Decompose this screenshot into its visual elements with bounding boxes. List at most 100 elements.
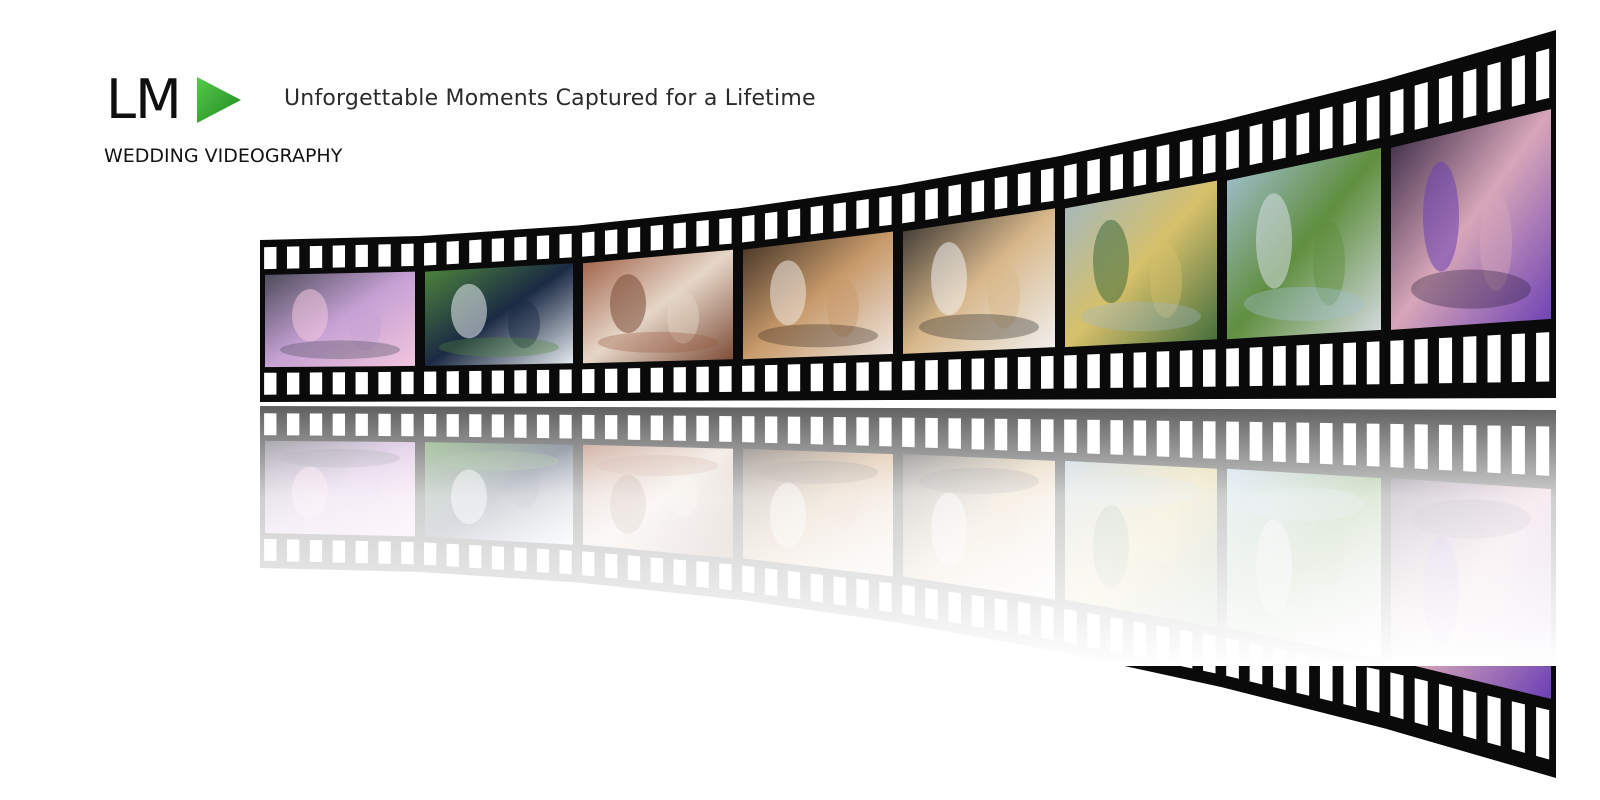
- sprocket-hole: [902, 192, 915, 224]
- sprocket-hole: [742, 365, 755, 392]
- sprocket-hole: [1390, 88, 1404, 136]
- sprocket-hole: [424, 242, 437, 266]
- sprocket-hole: [1087, 158, 1100, 195]
- sprocket-hole: [673, 367, 686, 393]
- sprocket-hole: [469, 370, 482, 394]
- sprocket-hole: [1536, 48, 1550, 101]
- sprocket-hole: [925, 359, 938, 391]
- sprocket-hole: [1017, 172, 1031, 207]
- sprocket-hole: [1414, 338, 1428, 384]
- sprocket-hole: [491, 238, 504, 262]
- frame-photo: [1227, 147, 1381, 340]
- sprocket-hole: [536, 235, 550, 260]
- sprocket-hole: [925, 188, 938, 220]
- sprocket-hole: [286, 372, 300, 395]
- sprocket-hole: [1390, 340, 1404, 385]
- filmstrip-frame: [260, 236, 420, 402]
- sprocket-hole: [1296, 344, 1310, 386]
- sprocket-hole: [1414, 82, 1428, 130]
- frame-photo: [1391, 109, 1551, 330]
- sprocket-hole: [994, 357, 1008, 390]
- sprocket-hole: [764, 364, 778, 392]
- sprocket-hole: [1414, 678, 1428, 726]
- sprocket-hole: [673, 222, 686, 249]
- sprocket-hole: [1319, 343, 1333, 386]
- sprocket-hole: [536, 369, 550, 394]
- sprocket-hole: [446, 241, 459, 265]
- tagline: Unforgettable Moments Captured for a Lif…: [284, 86, 816, 111]
- sprocket-hole: [1156, 351, 1170, 388]
- sprocket-hole: [1438, 75, 1453, 125]
- sprocket-hole: [1179, 139, 1193, 179]
- logo: LM: [106, 72, 243, 128]
- sprocket-hole: [696, 220, 709, 247]
- sprocket-hole: [650, 224, 664, 251]
- sprocket-hole: [1343, 342, 1357, 385]
- subtitle: WEDDING VIDEOGRAPHY: [104, 145, 343, 167]
- sprocket-hole: [1273, 117, 1286, 161]
- sprocket-hole: [1226, 348, 1239, 387]
- sprocket-hole: [1319, 106, 1333, 151]
- sprocket-hole: [604, 229, 618, 255]
- sprocket-hole: [810, 363, 824, 392]
- sprocket-hole: [833, 362, 846, 391]
- sprocket-hole: [1064, 355, 1077, 389]
- sprocket-hole: [559, 369, 572, 394]
- sprocket-hole: [1366, 95, 1380, 141]
- sprocket-hole: [1087, 354, 1100, 389]
- sprocket-hole: [1319, 657, 1333, 702]
- sprocket-hole: [514, 370, 527, 394]
- sprocket-hole: [1133, 352, 1147, 388]
- sprocket-hole: [264, 372, 277, 395]
- sprocket-hole: [650, 367, 664, 393]
- sprocket-hole: [559, 233, 572, 259]
- sprocket-hole: [1511, 701, 1525, 753]
- play-triangle-icon: [196, 77, 241, 123]
- sprocket-hole: [787, 364, 801, 392]
- sprocket-hole: [469, 239, 482, 264]
- sprocket-hole: [1536, 332, 1550, 382]
- sprocket-hole: [1064, 163, 1077, 200]
- sprocket-hole: [1487, 61, 1501, 113]
- sprocket-hole: [1017, 356, 1031, 390]
- sprocket-hole: [1273, 345, 1286, 386]
- sprocket-hole: [1249, 347, 1263, 387]
- reflection-fade: [250, 406, 1570, 666]
- sprocket-hole: [309, 245, 323, 269]
- sprocket-hole: [1366, 341, 1380, 385]
- sprocket-hole: [719, 217, 732, 245]
- sprocket-hole: [491, 370, 504, 394]
- sprocket-hole: [332, 372, 346, 395]
- sprocket-hole: [994, 176, 1008, 210]
- sprocket-hole: [1366, 667, 1380, 713]
- sprocket-hole: [1487, 695, 1501, 747]
- filmstrip-frame: [1060, 120, 1222, 400]
- sprocket-hole: [787, 208, 801, 238]
- sprocket-hole: [971, 358, 985, 390]
- sprocket-hole: [1110, 353, 1123, 388]
- sprocket-hole: [424, 371, 437, 395]
- sprocket-hole: [1438, 337, 1453, 384]
- filmstrip-frame: [1386, 30, 1556, 399]
- sprocket-hole: [1179, 350, 1193, 388]
- sprocket-hole: [1203, 349, 1216, 387]
- sprocket-hole: [948, 184, 961, 217]
- sprocket-hole: [309, 372, 323, 395]
- sprocket-hole: [1463, 689, 1477, 740]
- sprocket-hole: [332, 245, 346, 268]
- sprocket-hole: [378, 244, 391, 267]
- sprocket-hole: [1343, 100, 1357, 146]
- sprocket-hole: [355, 372, 368, 395]
- filmstrip-frame: [578, 208, 738, 402]
- sprocket-hole: [1226, 129, 1239, 170]
- sprocket-hole: [582, 231, 595, 257]
- sprocket-hole: [446, 371, 459, 394]
- logo-text: LM: [106, 68, 182, 131]
- sprocket-hole: [1511, 55, 1525, 107]
- sprocket-hole: [1390, 672, 1404, 720]
- sprocket-hole: [1343, 662, 1357, 708]
- sprocket-hole: [1487, 334, 1501, 383]
- sprocket-hole: [719, 366, 732, 393]
- sprocket-hole: [856, 199, 869, 229]
- sprocket-hole: [1041, 168, 1054, 203]
